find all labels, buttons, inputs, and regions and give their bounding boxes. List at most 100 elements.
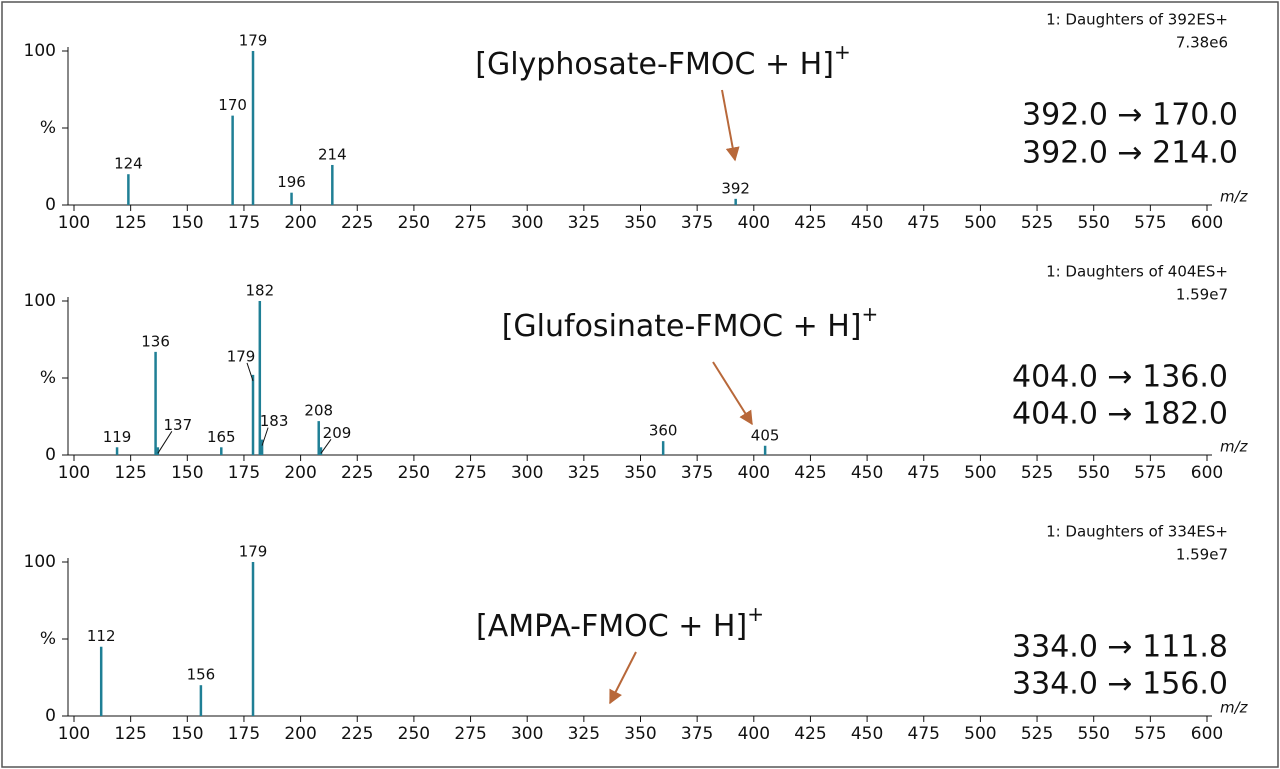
arrow — [712, 361, 753, 426]
peak-label: 124 — [114, 155, 143, 173]
x-tick-label: 425 — [794, 724, 826, 744]
y-tick-label: 100 — [24, 552, 56, 572]
compound-charge: + — [747, 602, 764, 626]
x-tick-label: 250 — [398, 463, 430, 483]
x-tick-label: 425 — [794, 463, 826, 483]
peak-label: 179 — [239, 543, 268, 561]
peak-label: 183 — [260, 412, 289, 430]
x-tick-label: 300 — [511, 724, 543, 744]
x-tick-label: 125 — [114, 463, 146, 483]
x-tick-label: 225 — [341, 213, 373, 233]
x-tick-label: 100 — [58, 463, 90, 483]
peak-label: 156 — [187, 666, 216, 684]
x-tick-label: 400 — [738, 724, 770, 744]
x-tick-label: 200 — [284, 724, 316, 744]
peak-label: 119 — [103, 428, 132, 446]
x-tick-label: 525 — [1021, 213, 1053, 233]
y-tick-label: % — [40, 629, 56, 649]
x-tick-label: 200 — [284, 213, 316, 233]
x-tick-label: 600 — [1191, 463, 1223, 483]
x-tick-label: 350 — [624, 213, 656, 233]
x-tick-label: 450 — [851, 724, 883, 744]
x-tick-label: 175 — [228, 724, 260, 744]
y-tick-label: 100 — [24, 291, 56, 311]
x-tick-label: 275 — [454, 213, 486, 233]
x-tick-label: 275 — [454, 724, 486, 744]
peak-label: 182 — [245, 282, 274, 300]
x-tick-label: 525 — [1021, 724, 1053, 744]
x-tick-label: 500 — [964, 463, 996, 483]
y-tick-label: 0 — [45, 706, 56, 726]
x-tick-label: 150 — [171, 724, 203, 744]
compound-name: [Glufosinate-FMOC + H] — [502, 309, 862, 344]
transition: 404.0 → 182.0 — [1012, 397, 1228, 432]
peak-label: 360 — [649, 422, 678, 440]
peak-label: 112 — [87, 627, 116, 645]
x-tick-label: 550 — [1077, 213, 1109, 233]
x-tick-label: 475 — [908, 213, 940, 233]
x-tick-label: 475 — [908, 724, 940, 744]
peak-label: 208 — [304, 402, 333, 420]
x-tick-label: 300 — [511, 463, 543, 483]
compound-label: [Glyphosate-FMOC + H]+ — [475, 40, 850, 82]
spectrum-intensity: 1.59e7 — [1176, 546, 1228, 564]
x-tick-label: 450 — [851, 213, 883, 233]
label-leader — [157, 431, 173, 454]
x-tick-label: 400 — [738, 463, 770, 483]
transition: 392.0 → 214.0 — [1022, 136, 1238, 171]
label-leader — [261, 427, 269, 446]
x-tick-label: 175 — [228, 213, 260, 233]
x-axis-label: m/z — [1220, 438, 1249, 456]
x-tick-label: 600 — [1191, 724, 1223, 744]
peak-label: 170 — [218, 96, 247, 114]
x-tick-label: 225 — [341, 463, 373, 483]
transition: 404.0 → 136.0 — [1012, 360, 1228, 395]
y-tick-label: 100 — [24, 41, 56, 61]
x-tick-label: 375 — [681, 463, 713, 483]
y-tick-label: % — [40, 118, 56, 138]
x-axis-label: m/z — [1220, 188, 1249, 206]
x-tick-label: 325 — [568, 724, 600, 744]
x-tick-label: 500 — [964, 213, 996, 233]
x-tick-label: 325 — [568, 213, 600, 233]
compound-name: [AMPA-FMOC + H] — [476, 609, 747, 644]
peak-label: 392 — [721, 179, 750, 197]
x-tick-label: 150 — [171, 213, 203, 233]
compound-label: [AMPA-FMOC + H]+ — [476, 602, 764, 644]
x-tick-label: 325 — [568, 463, 600, 483]
x-tick-label: 125 — [114, 213, 146, 233]
y-tick-label: % — [40, 368, 56, 388]
x-tick-label: 575 — [1134, 724, 1166, 744]
x-tick-label: 225 — [341, 724, 373, 744]
x-tick-label: 375 — [681, 724, 713, 744]
compound-name: [Glyphosate-FMOC + H] — [475, 47, 834, 82]
compound-charge: + — [862, 302, 879, 326]
spectrum-title: 1: Daughters of 392ES+ — [1046, 11, 1228, 29]
peak-label: 136 — [141, 332, 170, 350]
x-tick-label: 525 — [1021, 463, 1053, 483]
x-tick-label: 350 — [624, 463, 656, 483]
peak-label: 405 — [751, 426, 780, 444]
compound-charge: + — [834, 40, 851, 64]
label-leader — [320, 439, 332, 454]
x-tick-label: 550 — [1077, 724, 1109, 744]
arrow — [721, 89, 740, 162]
label-leader — [246, 362, 254, 382]
x-tick-label: 100 — [58, 724, 90, 744]
x-tick-label: 150 — [171, 463, 203, 483]
x-tick-label: 125 — [114, 724, 146, 744]
transition: 392.0 → 170.0 — [1022, 98, 1238, 133]
peak-label: 209 — [323, 424, 352, 442]
x-tick-label: 275 — [454, 463, 486, 483]
x-tick-label: 475 — [908, 463, 940, 483]
spectrum-title: 1: Daughters of 334ES+ — [1046, 523, 1228, 541]
x-tick-label: 175 — [228, 463, 260, 483]
y-tick-label: 0 — [45, 445, 56, 465]
x-tick-label: 550 — [1077, 463, 1109, 483]
x-tick-label: 200 — [284, 463, 316, 483]
peak-label: 179 — [239, 32, 268, 50]
x-tick-label: 100 — [58, 213, 90, 233]
x-tick-label: 350 — [624, 724, 656, 744]
